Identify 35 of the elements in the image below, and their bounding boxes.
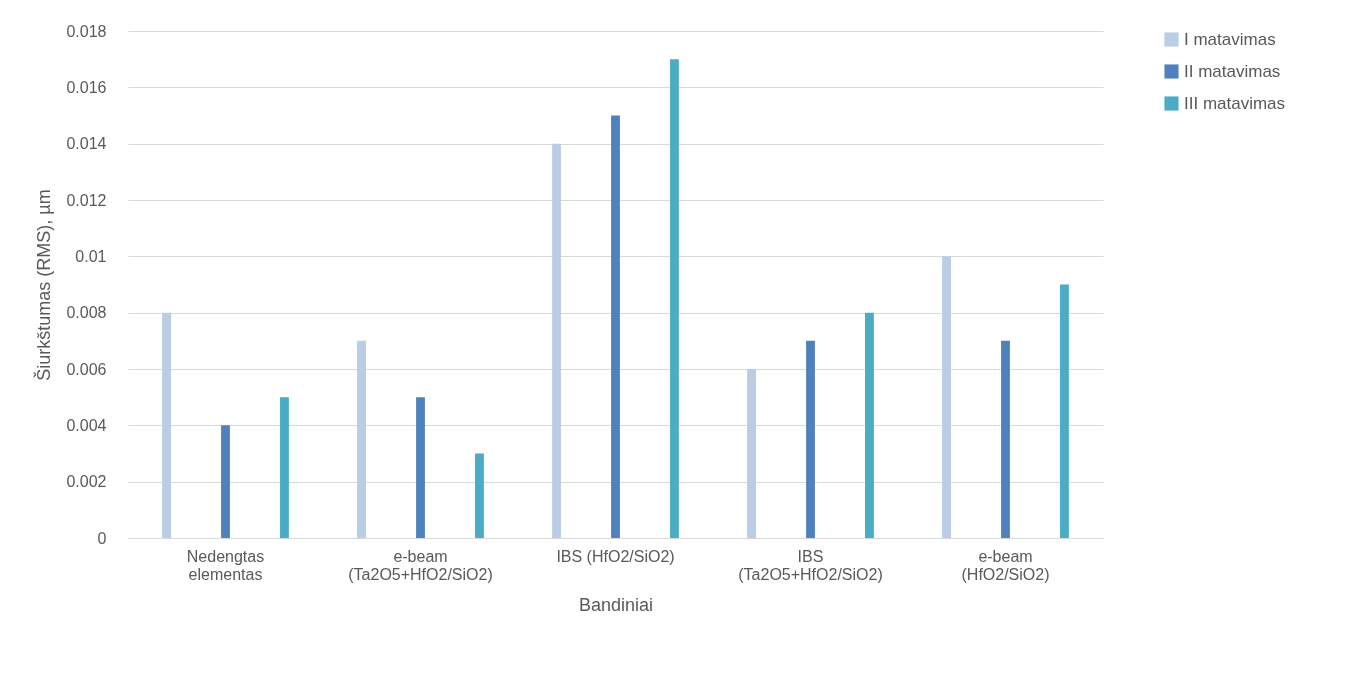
y-axis-title: Šiurkštumas (RMS), µm xyxy=(33,189,55,381)
x-tick-label: IBS (HfO2/SiO2) xyxy=(556,547,675,565)
bar xyxy=(552,143,561,538)
y-tick-label: 0.006 xyxy=(66,360,107,378)
bar xyxy=(357,340,366,538)
bar xyxy=(416,397,425,538)
y-tick-label: 0.014 xyxy=(66,135,107,153)
legend-label: II matavimas xyxy=(1184,61,1281,81)
bar xyxy=(221,425,230,538)
x-axis-title: Bandiniai xyxy=(578,594,654,615)
legend-label: III matavimas xyxy=(1184,93,1286,113)
bar xyxy=(611,115,620,538)
bar xyxy=(475,453,484,538)
bar xyxy=(1001,340,1010,538)
bar xyxy=(865,312,874,538)
x-tick-label: IBS (Ta2O5+HfO2/SiO2) xyxy=(738,547,883,583)
bar xyxy=(670,59,679,538)
bar xyxy=(747,369,756,538)
bar xyxy=(806,340,815,538)
y-tick-label: 0.018 xyxy=(66,22,107,40)
x-tick-label: e-beam (HfO2/SiO2) xyxy=(961,547,1050,583)
bar xyxy=(942,256,951,538)
y-tick-label: 0.002 xyxy=(66,473,107,491)
y-tick-label: 0.004 xyxy=(66,416,107,434)
y-tick-label: 0.016 xyxy=(66,78,107,96)
legend-label: I matavimas xyxy=(1184,29,1276,49)
y-tick-label: 0.012 xyxy=(66,191,107,209)
bar xyxy=(1060,284,1069,538)
bar xyxy=(162,312,171,538)
y-tick-label: 0 xyxy=(97,529,107,547)
bar xyxy=(280,397,289,538)
y-tick-label: 0.008 xyxy=(66,304,107,322)
x-tick-label: Nedengtas elementas xyxy=(186,547,265,583)
y-tick-label: 0.01 xyxy=(75,247,107,265)
x-tick-label: e-beam (Ta2O5+HfO2/SiO2) xyxy=(348,547,493,583)
